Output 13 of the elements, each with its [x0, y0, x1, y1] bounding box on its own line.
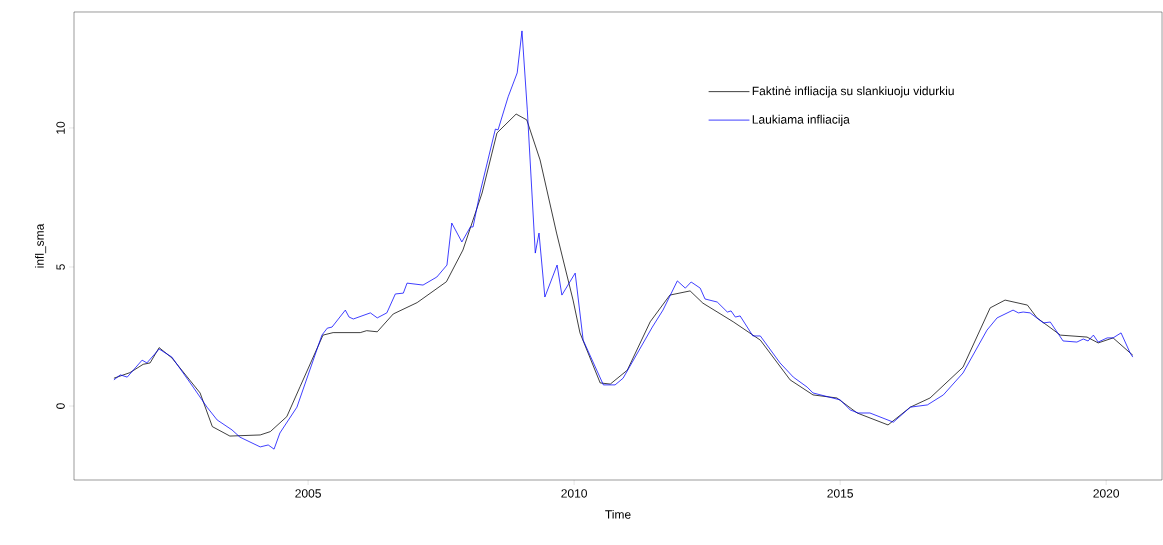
legend-label: Faktinė infliacija su slankiuoju vidurkiu	[752, 86, 954, 98]
y-tick-label: 10	[56, 121, 65, 134]
y-axis-title: infl_sma	[35, 223, 47, 268]
line-series	[113, 30, 1134, 450]
y-tick-label: 5	[56, 264, 65, 270]
x-tick-label: 2015	[827, 489, 853, 498]
legend-label: Laukiama infliacija	[752, 114, 850, 127]
x-axis-title: Time	[605, 509, 631, 519]
x-tick-label: 2020	[1093, 489, 1120, 498]
x-tick-label: 2005	[295, 489, 321, 498]
y-tick-label: 0	[56, 403, 65, 409]
line-series	[113, 113, 1134, 437]
x-tick-label: 2010	[561, 489, 587, 498]
